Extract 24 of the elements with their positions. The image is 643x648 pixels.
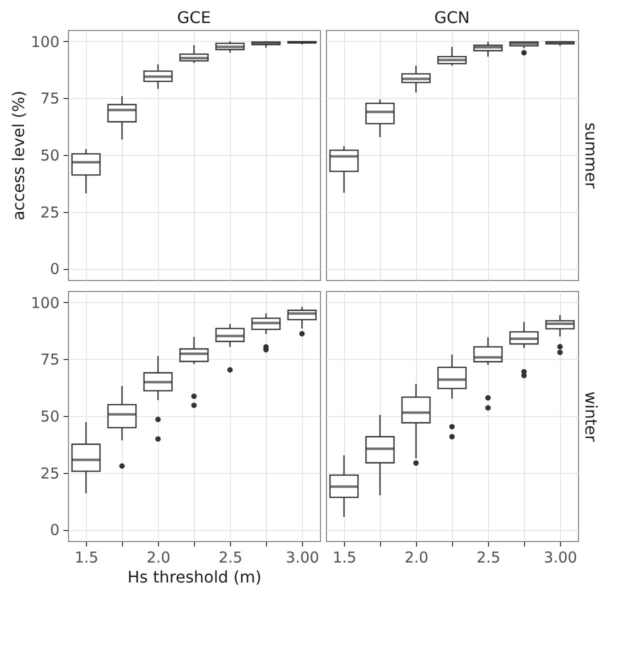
chart-title: GCE [177, 8, 211, 27]
y-tick-label: 100 [30, 294, 60, 312]
y-axis-title: access level (%) [8, 90, 28, 220]
chart-title: GCN [434, 8, 470, 27]
y-tick-label: 0 [50, 521, 60, 540]
x-tick-label: 2.0 [404, 548, 428, 566]
x-tick-label: 2.5 [218, 548, 242, 566]
y2-axis-title: summer [582, 122, 600, 189]
x-tick-label: 1.5 [74, 548, 98, 566]
x-tick-label: 3.00 [544, 548, 578, 566]
y2-axis-title: winter [582, 391, 600, 442]
y-tick-label: 75 [40, 350, 60, 369]
y-tick-label: 100 [30, 32, 60, 51]
x-tick-label: 1.5 [332, 548, 356, 566]
x-tick-label: 3.00 [286, 548, 320, 566]
x-tick-label: 2.5 [476, 548, 500, 566]
y-tick-label: 0 [50, 260, 60, 278]
y-tick-label: 25 [40, 464, 60, 482]
y-tick-label: 50 [40, 146, 60, 164]
y-tick-label: 75 [40, 90, 60, 108]
x-axis-title: Hs threshold (m) [128, 568, 262, 586]
y-tick-label: 50 [40, 408, 60, 426]
x-tick-label: 2.0 [146, 548, 170, 566]
y-tick-label: 25 [40, 203, 60, 222]
